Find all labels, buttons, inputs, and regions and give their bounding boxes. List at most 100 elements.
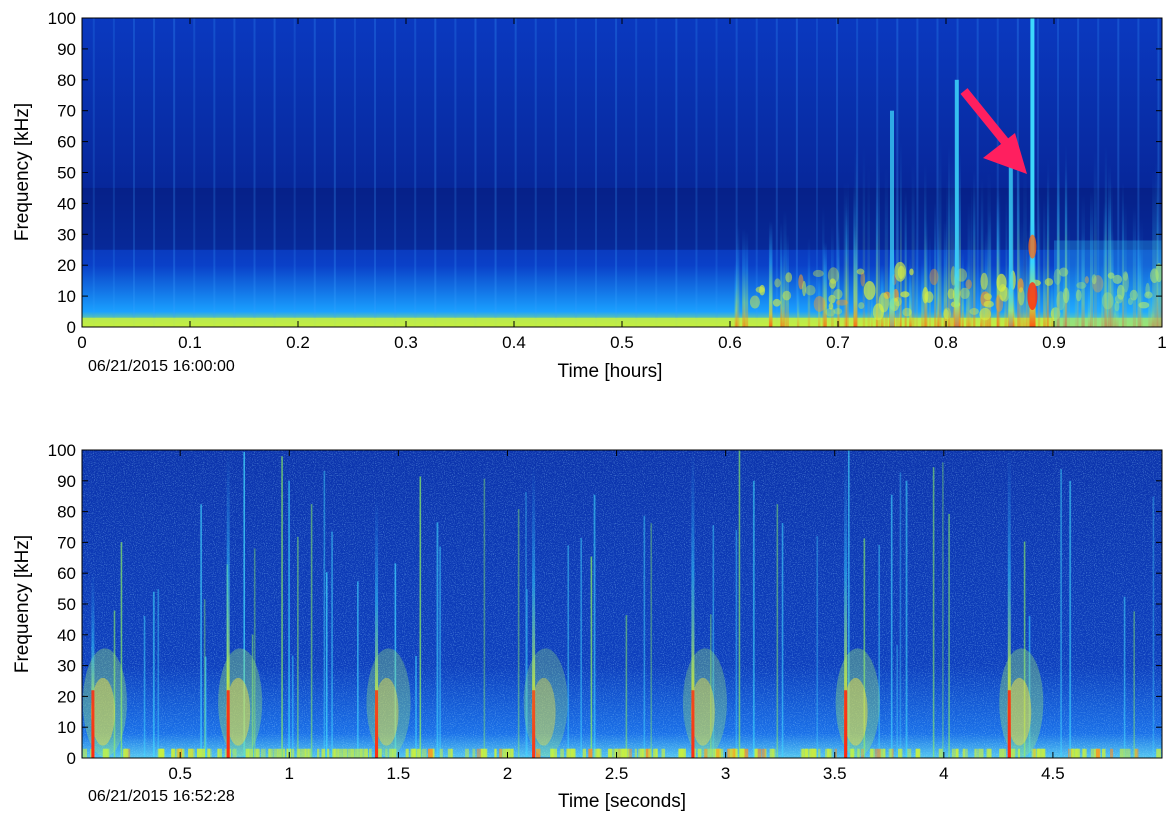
low-band-speckle — [321, 748, 326, 758]
event-line — [890, 110, 894, 327]
periodic-stripe — [595, 18, 597, 327]
click-line — [517, 508, 520, 758]
hot-spot — [1044, 278, 1054, 286]
periodic-stripe — [213, 18, 216, 327]
activity-streak — [867, 166, 870, 327]
activity-streak — [1012, 157, 1014, 327]
low-band-speckle — [480, 748, 484, 758]
low-band-speckle — [1134, 748, 1139, 758]
click-line — [776, 504, 779, 758]
click-line — [735, 530, 738, 758]
click-line — [1133, 611, 1136, 758]
activity-streak — [1093, 150, 1097, 327]
periodic-stripe — [353, 18, 356, 327]
activity-streak — [1055, 280, 1059, 327]
hot-spot — [1155, 263, 1162, 283]
event-peak — [1028, 234, 1037, 259]
hot-spot — [1123, 272, 1129, 293]
hot-spot — [829, 278, 837, 289]
click-line — [709, 614, 712, 758]
hot-spot — [924, 291, 934, 303]
low-band-speckle — [951, 748, 957, 758]
activity-streak — [1017, 143, 1020, 327]
activity-streak — [980, 177, 984, 327]
click-line — [738, 450, 741, 758]
periodic-stripe — [695, 18, 698, 327]
periodic-stripe — [112, 18, 115, 327]
activity-streak — [923, 234, 928, 327]
burst-core — [226, 690, 230, 758]
activity-streak — [734, 260, 738, 327]
low-band-speckle — [976, 748, 980, 758]
periodic-stripe — [173, 18, 176, 327]
y-tick-label: 30 — [57, 657, 76, 676]
hot-spot — [1145, 282, 1150, 297]
burst-streak — [844, 450, 848, 758]
click-line — [251, 634, 254, 758]
periodic-stripe — [795, 18, 798, 327]
hot-spot — [1084, 276, 1089, 284]
low-band-speckle — [962, 748, 966, 758]
click-line — [948, 513, 950, 758]
hot-spot — [749, 295, 760, 309]
top-x-axis: 0 0.1 0.2 0.3 0.4 0.5 0.6 0.7 0.8 0.9 1 — [77, 18, 1167, 352]
low-band-speckle — [830, 748, 833, 758]
burst-core — [1007, 690, 1011, 758]
periodic-stripe — [414, 18, 417, 327]
low-band-speckle — [273, 748, 278, 758]
y-tick-label: 70 — [57, 102, 76, 121]
low-band-speckle — [560, 748, 564, 758]
activity-streak — [870, 279, 873, 327]
hot-spot — [969, 307, 979, 315]
x-tick-label: 3 — [721, 764, 730, 783]
bottom-y-axis: 0 10 20 30 40 50 60 70 80 90 100 — [48, 441, 1162, 768]
periodic-stripe — [815, 18, 818, 327]
low-band-speckle — [494, 748, 497, 758]
periodic-stripe — [394, 18, 397, 327]
low-band-speckle — [653, 748, 658, 758]
click-line — [1152, 496, 1155, 758]
hot-spot — [902, 307, 912, 317]
x-tick-label: 0.5 — [610, 333, 634, 352]
click-line — [203, 599, 206, 758]
low-band-speckle — [317, 748, 320, 758]
click-line — [1123, 596, 1126, 758]
top-y-axis-label: Frequency [kHz] — [12, 103, 33, 241]
low-band-speckle — [1134, 748, 1138, 758]
click-line — [567, 545, 570, 758]
hot-spot — [1116, 284, 1125, 300]
low-band-speckle — [405, 748, 409, 758]
activity-streak — [1087, 283, 1092, 327]
y-tick-label: 0 — [67, 749, 76, 768]
click-line — [890, 494, 893, 758]
low-band-speckle — [704, 748, 708, 758]
burst-core — [91, 690, 95, 758]
activity-streak — [1047, 157, 1050, 327]
y-tick-label: 20 — [57, 687, 76, 706]
low-band-speckle — [804, 748, 809, 758]
periodic-stripe — [836, 18, 839, 327]
low-band-speckle — [507, 748, 512, 758]
click-line — [942, 462, 944, 758]
low-band-speckle — [566, 748, 570, 758]
periodic-stripe — [635, 18, 638, 327]
low-band-speckle — [889, 748, 893, 758]
y-tick-label: 80 — [57, 503, 76, 522]
low-band-speckle — [648, 748, 652, 758]
hot-spot — [812, 269, 824, 278]
hot-spot — [900, 291, 910, 298]
low-band-speckle — [761, 748, 766, 758]
low-band-speckle — [450, 748, 454, 758]
hot-spot — [1062, 287, 1070, 304]
low-band-speckle — [103, 748, 108, 758]
burst-echo — [905, 480, 908, 758]
low-band-speckle — [171, 748, 175, 758]
hot-spot — [833, 308, 843, 315]
activity-streak — [938, 222, 942, 327]
activity-streak — [876, 146, 881, 327]
activity-streak — [1109, 178, 1113, 327]
activity-streak — [988, 210, 992, 327]
low-band-speckle — [1095, 748, 1100, 758]
hot-spot — [1114, 301, 1120, 312]
low-band-speckle — [347, 748, 352, 758]
